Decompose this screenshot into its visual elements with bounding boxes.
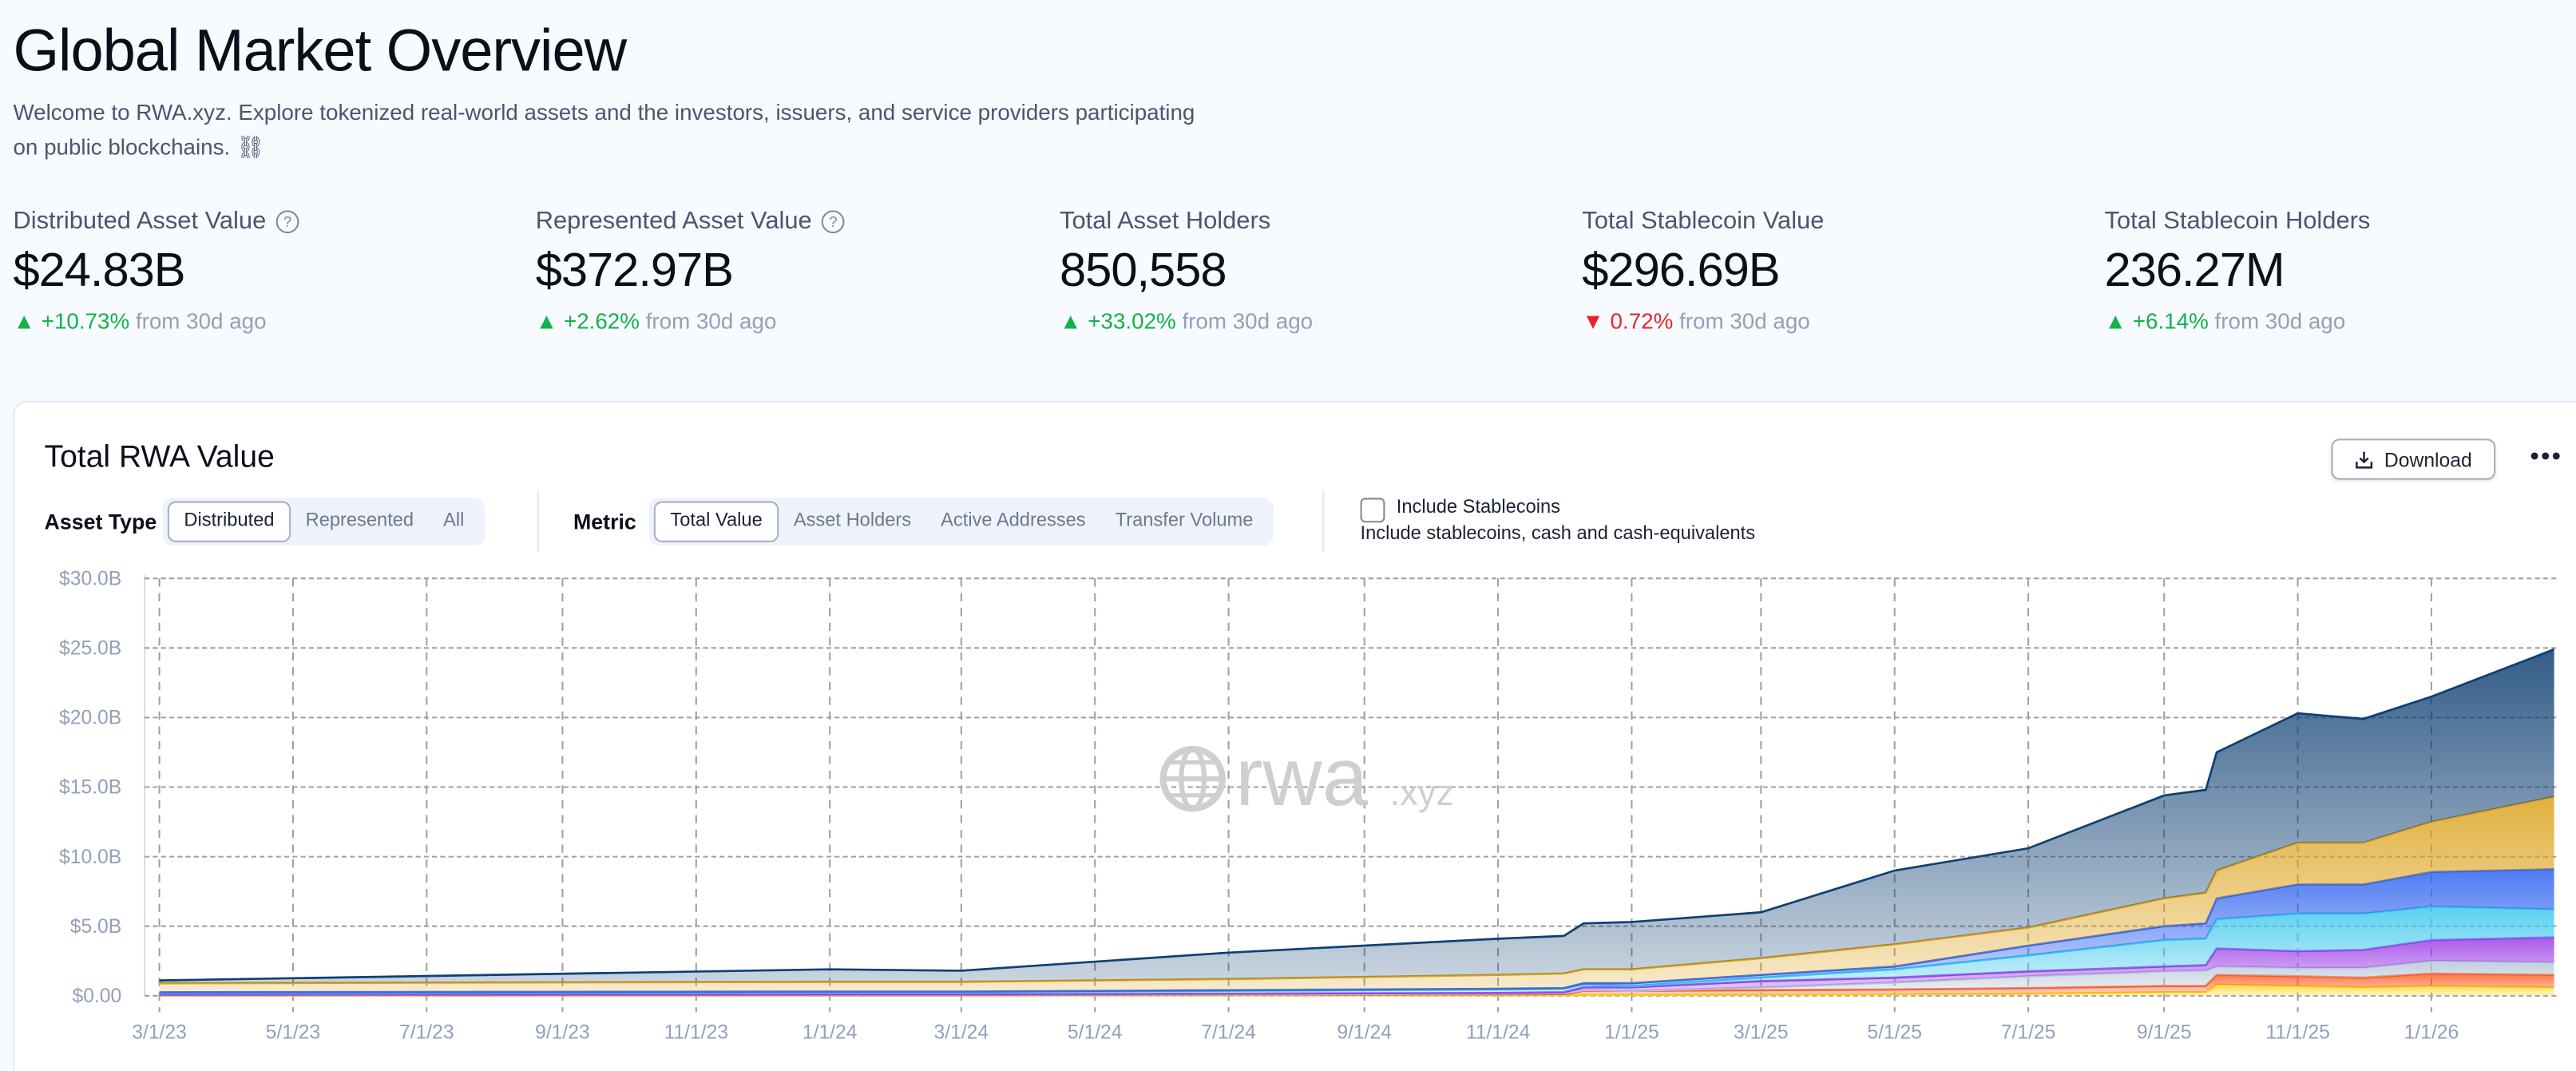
triangle-up-icon: ▲ <box>1060 308 1082 334</box>
y-tick-label: $25.0B <box>59 638 121 660</box>
y-tick-label: $10.0B <box>59 847 121 868</box>
svg-text:rwa: rwa <box>1235 731 1369 823</box>
x-tick-label: 1/1/25 <box>1604 1021 1659 1043</box>
y-tick-label: $0.00 <box>72 986 121 1007</box>
option-distributed[interactable]: Distributed <box>167 501 291 542</box>
area-series-2 <box>159 961 2554 995</box>
chain-emoji: ⛓ <box>236 134 265 160</box>
x-tick-label: 7/1/25 <box>2001 1021 2056 1043</box>
option-all[interactable]: All <box>443 510 465 531</box>
option-total-value[interactable]: Total Value <box>653 501 779 542</box>
area-series-5 <box>159 869 2554 994</box>
metric-change: +2.62% <box>563 308 640 334</box>
page-title: Global Market Overview <box>13 16 627 84</box>
x-tick-label: 9/1/25 <box>2137 1021 2192 1043</box>
divider <box>1322 490 1325 553</box>
x-tick-label: 5/1/23 <box>266 1021 321 1043</box>
metric-change-suffix: from 30d ago <box>1182 308 1314 334</box>
y-tick-label: $5.0B <box>70 916 121 938</box>
triangle-down-icon: ▼ <box>1582 308 1604 334</box>
metric-card: Total Stablecoin Value $296.69B ▼ 0.72% … <box>1582 207 1824 333</box>
y-tick-label: $20.0B <box>59 708 121 729</box>
metric-label: Distributed Asset Value <box>13 207 267 236</box>
metric-toggle: Total Value Asset Holders Active Addresses… <box>648 498 1274 546</box>
y-tick-label: $15.0B <box>59 777 121 799</box>
x-tick-label: 1/1/26 <box>2404 1021 2459 1043</box>
metric-change-suffix: from 30d ago <box>645 308 777 334</box>
help-icon[interactable]: ? <box>822 209 845 233</box>
metric-value: 850,558 <box>1060 244 1227 298</box>
metric-label: Total Asset Holders <box>1060 207 1271 236</box>
chart-title: Total RWA Value <box>44 440 275 475</box>
download-button[interactable]: Download <box>2331 438 2496 480</box>
area-series-4 <box>159 906 2554 995</box>
metric-change-suffix: from 30d ago <box>135 308 267 334</box>
metric-label: Metric <box>573 509 636 534</box>
metric-value: $24.83B <box>13 244 185 298</box>
metric-change-suffix: from 30d ago <box>2214 308 2346 334</box>
metric-change: +10.73% <box>41 308 130 334</box>
area-series-1 <box>159 973 2554 996</box>
x-tick-label: 11/1/25 <box>2265 1021 2329 1043</box>
asset-type-toggle: Distributed Represented All <box>162 498 485 546</box>
x-tick-label: 3/1/23 <box>132 1021 187 1043</box>
x-tick-label: 11/1/23 <box>664 1021 728 1043</box>
include-stablecoins-description: Include stablecoins, cash and cash-equiv… <box>1360 524 1756 544</box>
metric-card: Total Asset Holders 850,558 ▲ +33.02% fr… <box>1060 207 1313 333</box>
watermark-logo: rwa .xyz <box>1159 731 1454 823</box>
triangle-up-icon: ▲ <box>2104 308 2127 334</box>
help-icon[interactable]: ? <box>275 209 299 233</box>
page-subtitle: Welcome to RWA.xyz. Explore tokenized re… <box>13 100 1195 160</box>
x-tick-label: 5/1/25 <box>1867 1021 1922 1043</box>
x-tick-label: 9/1/24 <box>1337 1021 1392 1043</box>
metric-change: +6.14% <box>2132 308 2209 334</box>
metric-value: $372.97B <box>535 244 734 298</box>
metric-card: Distributed Asset Value? $24.83B ▲ +10.7… <box>13 207 299 334</box>
svg-text:.xyz: .xyz <box>1390 772 1454 813</box>
area-series-6 <box>159 796 2554 993</box>
asset-type-label: Asset Type <box>44 509 157 534</box>
divider <box>537 490 539 553</box>
x-tick-label: 7/1/23 <box>399 1021 454 1043</box>
x-tick-label: 9/1/23 <box>535 1021 590 1043</box>
metric-label: Total Stablecoin Value <box>1582 207 1825 236</box>
include-stablecoins-label[interactable]: Include Stablecoins <box>1396 498 1560 518</box>
metric-label: Total Stablecoin Holders <box>2104 207 2371 236</box>
triangle-up-icon: ▲ <box>535 308 558 334</box>
x-tick-label: 1/1/24 <box>803 1021 858 1043</box>
metric-card: Represented Asset Value? $372.97B ▲ +2.6… <box>535 207 845 334</box>
area-series-7 <box>159 649 2554 984</box>
y-tick-label: $30.0B <box>59 568 121 589</box>
option-represented[interactable]: Represented <box>305 510 414 531</box>
option-transfer-volume[interactable]: Transfer Volume <box>1115 510 1254 531</box>
metric-label: Represented Asset Value <box>535 207 812 236</box>
metric-change: +33.02% <box>1088 308 1176 334</box>
metric-card: Total Stablecoin Holders 236.27M ▲ +6.14… <box>2105 207 2371 333</box>
download-icon <box>2356 450 2373 468</box>
metric-change: 0.72% <box>1610 308 1674 334</box>
option-active-addresses[interactable]: Active Addresses <box>941 510 1086 531</box>
more-options-button[interactable]: ••• <box>2530 443 2563 472</box>
metric-value: $296.69B <box>1582 244 1780 298</box>
metric-value: 236.27M <box>2104 244 2285 298</box>
x-tick-label: 7/1/24 <box>1201 1021 1256 1043</box>
x-tick-label: 3/1/24 <box>934 1021 989 1043</box>
x-tick-label: 3/1/25 <box>1734 1021 1789 1043</box>
triangle-up-icon: ▲ <box>13 308 35 334</box>
area-series-line-7 <box>159 648 2555 982</box>
option-asset-holders[interactable]: Asset Holders <box>793 510 912 531</box>
x-tick-label: 5/1/24 <box>1068 1021 1123 1043</box>
include-stablecoins-checkbox[interactable] <box>1360 498 1385 523</box>
area-series-0 <box>159 984 2554 996</box>
metric-change-suffix: from 30d ago <box>1679 308 1810 334</box>
x-tick-label: 11/1/24 <box>1466 1021 1530 1043</box>
